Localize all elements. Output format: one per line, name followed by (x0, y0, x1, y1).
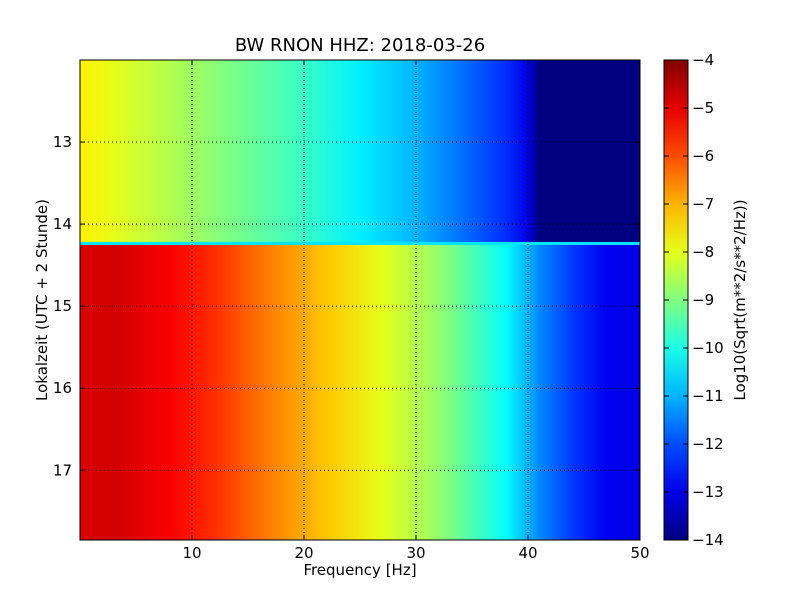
plot-area: 10 20 30 40 50 13 14 15 16 17 (53, 59, 650, 562)
colorbar-tick-label: −12 (692, 435, 724, 453)
colorbar-tick-label: −14 (692, 531, 724, 549)
colorbar-tick-label: −8 (692, 243, 714, 261)
x-tick-label: 40 (518, 544, 537, 562)
spectrogram-segment (80, 242, 640, 540)
transition-line (80, 241, 640, 245)
colorbar-label: Log10(Sqrt(m**2/s**2/Hz)) (731, 199, 749, 401)
chart-title: BW RNON HHZ: 2018-03-26 (234, 35, 486, 56)
spectrogram-segment (80, 60, 640, 243)
y-tick-label: 16 (53, 379, 72, 397)
y-tick-label: 15 (53, 297, 72, 315)
plot-frame (79, 59, 641, 541)
colorbar-tick-label: −10 (692, 339, 724, 357)
colorbar-tick-label: −9 (692, 291, 714, 309)
colorbar-tick-label: −11 (692, 387, 724, 405)
y-axis-label: Lokalzeit (UTC + 2 Stunde) (33, 199, 51, 401)
y-tick-label: 13 (53, 133, 72, 151)
colorbar-tick-label: −4 (692, 51, 714, 69)
x-tick-label: 10 (182, 544, 201, 562)
x-tick-label: 20 (294, 544, 313, 562)
colorbar-tick-label: −5 (692, 99, 714, 117)
colorbar-tick-label: −6 (692, 147, 714, 165)
y-tick-label: 14 (53, 215, 72, 233)
x-tick-label: 50 (630, 544, 649, 562)
colorbar-tick-label: −13 (692, 483, 724, 501)
colorbar-tick-label: −7 (692, 195, 714, 213)
colorbar: −4 −5 −6 −7 −8 −9 −10 −11 −12 −13 −14 (663, 51, 724, 549)
y-tick-label: 17 (53, 461, 72, 479)
x-tick-label: 30 (406, 544, 425, 562)
x-axis-label: Frequency [Hz] (303, 561, 417, 579)
